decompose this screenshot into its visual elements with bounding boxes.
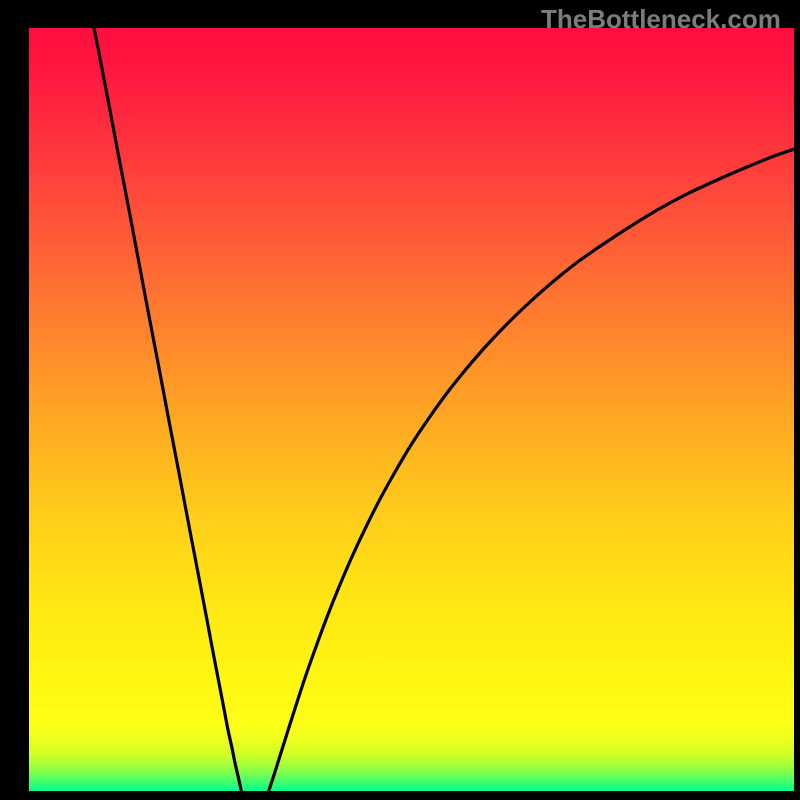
- curve-layer: [0, 0, 800, 800]
- watermark-text: TheBottleneck.com: [541, 4, 781, 35]
- bottleneck-curve: [94, 28, 800, 800]
- chart-container: TheBottleneck.com: [0, 0, 800, 800]
